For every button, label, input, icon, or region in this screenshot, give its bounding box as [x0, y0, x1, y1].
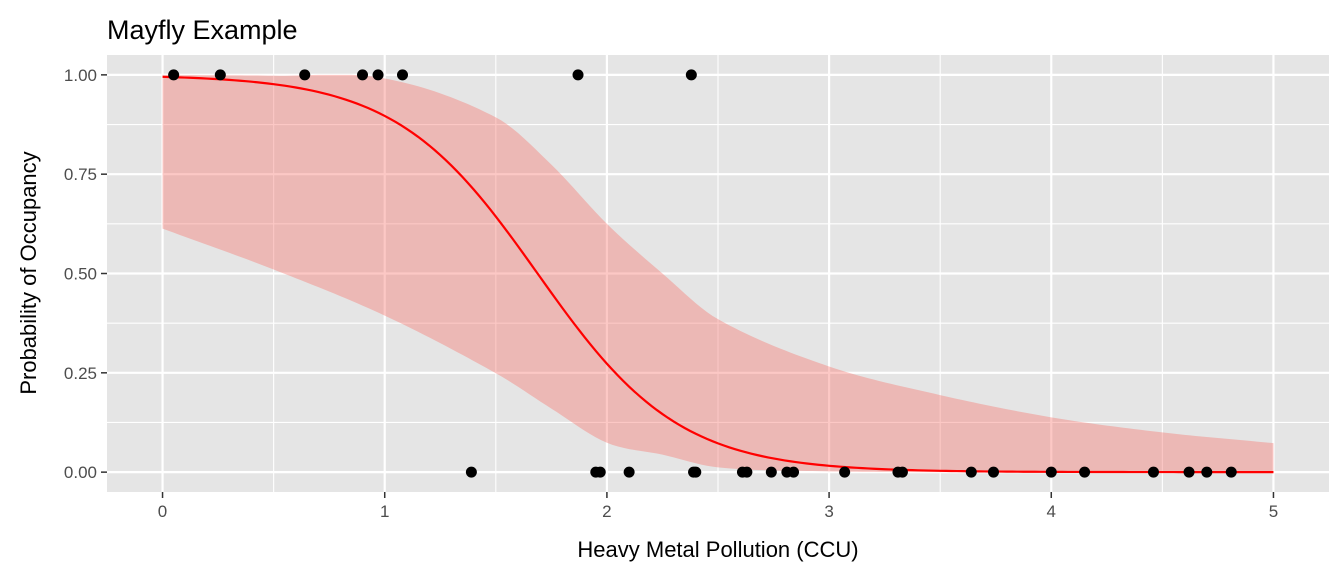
data-point	[1183, 466, 1195, 478]
data-point	[214, 69, 226, 81]
data-point	[623, 466, 635, 478]
data-point	[357, 69, 369, 81]
data-point	[765, 466, 777, 478]
x-tick-label: 0	[158, 502, 167, 521]
y-tick-label: 1.00	[64, 66, 97, 85]
x-axis: 0 1 2 3 4 5	[158, 492, 1278, 521]
data-point	[896, 466, 908, 478]
data-point	[839, 466, 851, 478]
x-axis-title: Heavy Metal Pollution (CCU)	[577, 537, 858, 562]
x-tick-label: 2	[602, 502, 611, 521]
data-point	[372, 69, 384, 81]
y-tick-label: 0.25	[64, 364, 97, 383]
data-point	[397, 69, 409, 81]
data-point	[1147, 466, 1159, 478]
major-gridlines	[107, 55, 1329, 492]
data-point	[168, 69, 180, 81]
data-point	[1201, 466, 1213, 478]
x-tick-label: 5	[1269, 502, 1278, 521]
y-tick-label: 0.75	[64, 165, 97, 184]
x-tick-label: 4	[1047, 502, 1056, 521]
chart-title: Mayfly Example	[107, 15, 298, 45]
x-tick-label: 1	[380, 502, 389, 521]
y-tick-label: 0.50	[64, 265, 97, 284]
data-point	[594, 466, 606, 478]
x-tick-label: 3	[824, 502, 833, 521]
data-point	[965, 466, 977, 478]
data-points	[168, 69, 1237, 478]
data-point	[1225, 466, 1237, 478]
y-tick-label: 0.00	[64, 463, 97, 482]
data-point	[572, 69, 584, 81]
y-axis: 0.00 0.25 0.50 0.75 1.00	[64, 66, 107, 482]
data-point	[788, 466, 800, 478]
data-point	[465, 466, 477, 478]
data-point	[1079, 466, 1091, 478]
data-point	[299, 69, 311, 81]
data-point	[1045, 466, 1057, 478]
y-axis-title: Probability of Occupancy	[16, 151, 41, 394]
data-point	[988, 466, 1000, 478]
data-point	[685, 69, 697, 81]
data-point	[741, 466, 753, 478]
confidence-ribbon	[162, 74, 1274, 473]
data-point	[690, 466, 702, 478]
